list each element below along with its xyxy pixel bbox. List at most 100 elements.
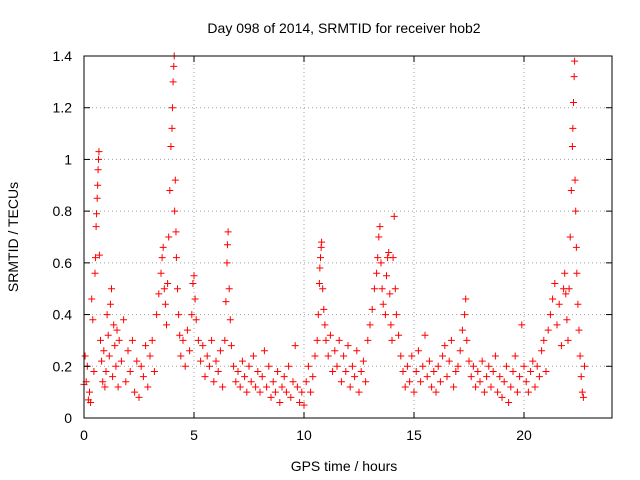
data-point bbox=[135, 393, 143, 401]
data-point bbox=[406, 378, 414, 386]
data-point bbox=[538, 347, 546, 355]
data-point bbox=[222, 298, 230, 306]
data-point bbox=[108, 285, 115, 293]
data-point bbox=[258, 373, 266, 381]
data-point bbox=[157, 269, 165, 277]
data-point bbox=[114, 383, 122, 391]
data-point bbox=[570, 99, 577, 107]
data-point bbox=[544, 326, 552, 334]
data-point bbox=[388, 336, 396, 344]
data-point bbox=[226, 316, 234, 324]
data-point bbox=[373, 269, 381, 277]
data-point bbox=[172, 254, 180, 262]
data-point bbox=[131, 388, 139, 396]
data-point bbox=[385, 249, 393, 257]
data-point bbox=[568, 143, 576, 150]
data-point bbox=[247, 378, 255, 386]
data-point bbox=[428, 383, 436, 391]
data-point bbox=[511, 352, 519, 360]
data-point bbox=[461, 311, 469, 319]
data-point bbox=[322, 336, 330, 344]
data-point bbox=[300, 401, 308, 409]
y-tick-label: 0.6 bbox=[53, 255, 73, 271]
data-point bbox=[150, 367, 158, 375]
data-point bbox=[216, 347, 224, 355]
data-point bbox=[540, 336, 548, 344]
data-point bbox=[463, 336, 471, 344]
y-tick-label: 0.4 bbox=[53, 307, 73, 323]
y-tick-label: 1 bbox=[64, 151, 72, 167]
data-point bbox=[414, 347, 422, 355]
data-point bbox=[91, 269, 99, 277]
data-point bbox=[175, 311, 183, 319]
data-point bbox=[133, 357, 141, 365]
data-point bbox=[194, 336, 202, 344]
data-point bbox=[313, 336, 321, 344]
data-point bbox=[483, 373, 491, 381]
data-point bbox=[566, 233, 574, 241]
data-point bbox=[389, 254, 397, 262]
data-point bbox=[535, 373, 543, 381]
data-point bbox=[280, 373, 288, 381]
data-point bbox=[390, 212, 398, 220]
data-point bbox=[378, 285, 386, 293]
data-point bbox=[144, 383, 152, 391]
data-point bbox=[169, 78, 177, 86]
data-point bbox=[533, 362, 541, 370]
data-point bbox=[436, 378, 444, 386]
data-point bbox=[561, 269, 569, 277]
data-point bbox=[274, 367, 282, 375]
data-point bbox=[335, 336, 343, 344]
data-point bbox=[379, 300, 387, 308]
data-point bbox=[399, 367, 407, 375]
data-point bbox=[474, 367, 482, 375]
data-point bbox=[441, 342, 449, 350]
data-point bbox=[94, 166, 102, 174]
data-point bbox=[105, 352, 113, 360]
data-point bbox=[298, 388, 306, 396]
data-point bbox=[210, 378, 218, 386]
data-point bbox=[142, 342, 150, 350]
data-point bbox=[314, 311, 322, 319]
data-point bbox=[531, 383, 539, 391]
data-point bbox=[320, 305, 328, 313]
data-point bbox=[395, 331, 403, 339]
data-point bbox=[302, 378, 310, 386]
data-point bbox=[520, 362, 528, 370]
data-point bbox=[128, 336, 136, 344]
data-point bbox=[564, 336, 572, 344]
data-point bbox=[562, 290, 570, 298]
data-point bbox=[124, 347, 132, 355]
data-point bbox=[170, 62, 178, 70]
x-tick-label: 10 bbox=[296, 427, 312, 443]
data-point bbox=[324, 352, 332, 360]
data-point bbox=[391, 285, 399, 293]
data-point bbox=[243, 388, 251, 396]
data-point bbox=[241, 373, 249, 381]
data-point bbox=[307, 388, 315, 396]
data-point bbox=[351, 373, 359, 381]
data-point bbox=[112, 362, 120, 370]
y-axis-label: SRMTID / TECUs bbox=[5, 182, 21, 292]
data-point bbox=[95, 148, 103, 156]
data-point bbox=[565, 285, 573, 293]
data-point bbox=[462, 295, 470, 303]
data-point bbox=[364, 336, 372, 344]
data-point bbox=[573, 269, 581, 277]
data-point bbox=[95, 251, 103, 259]
data-point bbox=[212, 357, 220, 365]
chart-title: Day 098 of 2014, SRMTID for receiver hob… bbox=[207, 20, 480, 36]
data-point bbox=[527, 367, 535, 375]
data-point bbox=[120, 316, 128, 324]
data-point bbox=[410, 388, 418, 396]
data-point bbox=[234, 367, 242, 375]
data-point bbox=[421, 331, 429, 339]
data-point bbox=[326, 331, 334, 339]
data-point bbox=[443, 373, 451, 381]
data-point bbox=[375, 233, 383, 241]
data-point bbox=[344, 342, 352, 350]
data-point bbox=[115, 336, 123, 344]
data-point bbox=[219, 383, 227, 391]
data-point bbox=[342, 367, 350, 375]
